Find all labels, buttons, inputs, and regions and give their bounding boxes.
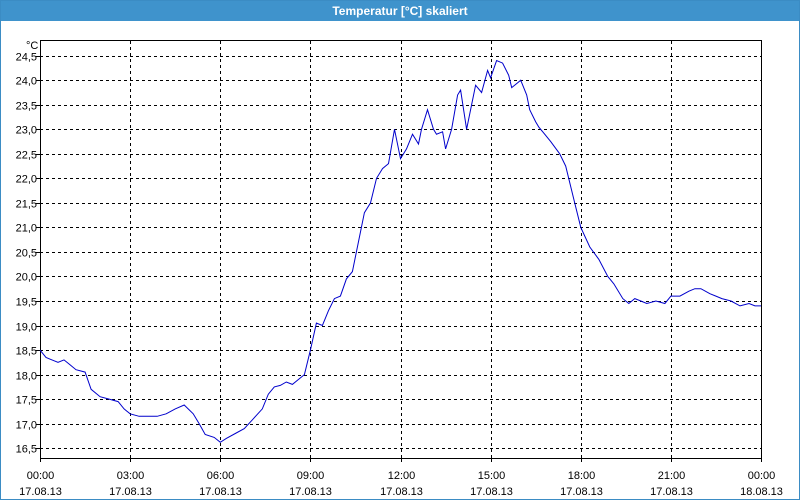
x-tick-time-label: 18:00 [568,470,596,482]
x-tick-time-label: 06:00 [207,470,235,482]
x-tick-date-label: 17.08.13 [470,486,513,498]
temperature-series-line [39,59,761,443]
x-tick-time-label: 12:00 [388,470,416,482]
y-tick-label: 22,5 [16,150,37,162]
y-tick-label: 24,0 [16,76,37,88]
x-tick-time-label: 21:00 [658,470,686,482]
y-tick-label: 23,5 [16,101,37,113]
y-tick-label: 22,0 [16,174,37,186]
y-tick-label: 18,0 [16,371,37,383]
y-axis-ticks: 16,5 17,0 17,5 18,0 18,5 19,0 19,5 20,0 20,5 21,0… [16,52,40,456]
x-tick-date-label: 17.08.13 [380,486,423,498]
series-group [39,59,761,443]
x-tick-date-label: 17.08.13 [199,486,242,498]
y-axis-unit: °C [26,40,38,52]
y-tick-label: 21,0 [16,223,37,235]
x-tick-date-label: 17.08.13 [560,486,603,498]
y-tick-label: 16,5 [16,444,37,456]
y-tick-label: 20,5 [16,248,37,260]
x-tick-time-label: 00:00 [748,470,776,482]
x-tick-date-label: 17.08.13 [19,486,62,498]
x-tick-date-label: 17.08.13 [650,486,693,498]
x-axis-ticks: 00:00 17.08.13 03:00 17.08.13 06:00 17.08.13 0… [19,458,783,498]
y-tick-label: 19,5 [16,297,37,309]
y-tick-label: 24,5 [16,52,37,64]
y-tick-label: 18,5 [16,346,37,358]
chart-title: Temperatur [°C] skaliert [1,1,799,21]
y-tick-label: 23,0 [16,125,37,137]
y-tick-label: 17,5 [16,395,37,407]
grid-lines [40,41,761,458]
plot-area-border [40,40,762,459]
x-tick-date-label: 17.08.13 [289,486,332,498]
x-tick-time-label: 00:00 [27,470,55,482]
x-tick-time-label: 09:00 [297,470,325,482]
x-tick-date-label: 17.08.13 [109,486,152,498]
x-tick-date-label: 18.08.13 [740,486,783,498]
x-tick-time-label: 15:00 [478,470,506,482]
y-tick-label: 17,0 [16,420,37,432]
y-tick-label: 20,0 [16,272,37,284]
y-tick-label: 21,5 [16,199,37,211]
x-tick-time-label: 03:00 [117,470,145,482]
y-tick-label: 19,0 [16,322,37,334]
